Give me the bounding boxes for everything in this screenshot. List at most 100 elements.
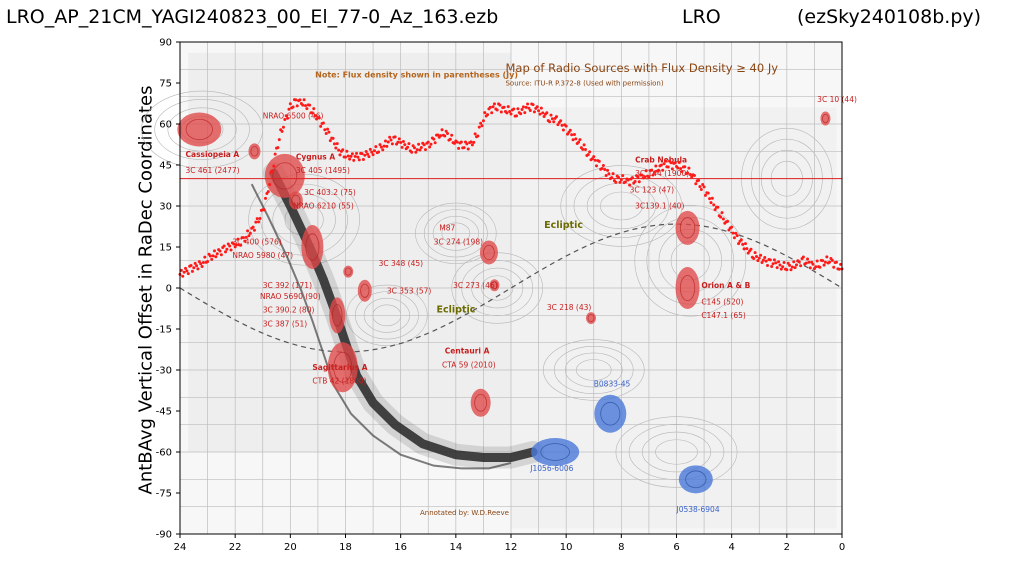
data-point [797, 260, 801, 264]
data-point [703, 193, 707, 197]
data-point [257, 220, 261, 224]
data-point [774, 261, 778, 265]
data-point [726, 219, 730, 223]
data-point [713, 208, 717, 212]
data-point [818, 265, 822, 269]
data-point [662, 162, 666, 166]
source-label: Centauri A [445, 347, 490, 356]
data-point [828, 260, 832, 264]
red-source-ring [822, 113, 829, 124]
data-point [400, 145, 404, 149]
red-source-marker [470, 388, 491, 417]
red-source-marker [479, 240, 498, 265]
data-point [350, 152, 354, 156]
data-point [521, 105, 525, 109]
source-label: 3C 348 (45) [379, 259, 424, 268]
blue-source-marker [594, 394, 627, 433]
y-tick-label: -75 [156, 489, 172, 500]
data-point [313, 114, 317, 118]
source-label: 3C 123 (47) [630, 185, 675, 194]
data-point [811, 262, 815, 266]
data-point [214, 255, 218, 259]
data-point [239, 243, 243, 247]
data-point [737, 242, 741, 246]
data-point [757, 256, 761, 260]
data-point [374, 145, 378, 149]
data-point [201, 260, 205, 264]
data-point [524, 105, 528, 109]
data-point [754, 255, 758, 259]
data-point [593, 158, 597, 162]
data-point [732, 236, 736, 240]
data-point [512, 107, 516, 111]
flux-note: Note: Flux density shown in parentheses … [315, 71, 518, 80]
data-point [673, 161, 677, 165]
data-point [636, 175, 640, 179]
map-title: Map of Radio Sources with Flux Density ≥… [505, 61, 778, 75]
data-point [356, 155, 360, 159]
source-label: 3C 403.2 (75) [304, 188, 356, 197]
data-point [560, 123, 564, 127]
data-point [597, 159, 601, 163]
data-point [697, 178, 701, 182]
data-point [830, 258, 834, 262]
data-point [709, 201, 713, 205]
map-annotations: Note: Flux density shown in parentheses … [186, 61, 857, 517]
blue-source-ring [685, 470, 707, 489]
data-point [619, 178, 623, 182]
y-tick-label: -60 [156, 448, 172, 459]
data-point [669, 161, 673, 165]
data-point [388, 135, 392, 139]
data-point [483, 111, 487, 115]
data-point [317, 116, 321, 120]
source-label: C145 (520) [701, 297, 743, 306]
data-point [215, 252, 219, 256]
data-point [382, 144, 386, 148]
data-point [185, 269, 189, 273]
data-point [262, 208, 266, 212]
data-point [428, 145, 432, 149]
data-point [414, 150, 418, 154]
data-point [473, 132, 477, 136]
data-point [179, 268, 183, 272]
data-point [379, 145, 383, 149]
data-point [248, 231, 252, 235]
title-right: (ezSky240108b.py) [797, 6, 982, 28]
data-point [610, 176, 614, 180]
red-source-fill [357, 279, 372, 302]
data-point [429, 142, 433, 146]
red-source-ring [587, 314, 595, 323]
data-point [377, 150, 381, 154]
data-point [792, 260, 796, 264]
data-point [305, 107, 309, 111]
data-point [749, 247, 753, 251]
data-point [211, 254, 215, 258]
data-point [426, 140, 430, 144]
x-tick-label: 18 [339, 542, 352, 553]
data-point [235, 243, 239, 247]
data-point [654, 164, 658, 168]
data-point [586, 153, 590, 157]
data-point [304, 104, 308, 108]
data-point [324, 132, 328, 136]
data-point [241, 236, 245, 240]
data-point [716, 205, 720, 209]
data-point [302, 98, 306, 102]
data-point [264, 196, 268, 200]
data-point [570, 133, 574, 137]
red-source-ring [344, 267, 352, 276]
red-source-ring [332, 304, 343, 327]
data-point [206, 259, 210, 263]
data-point [535, 105, 539, 109]
data-points [178, 98, 844, 278]
y-tick-label: 0 [166, 284, 172, 295]
data-point [385, 144, 389, 148]
data-point [481, 119, 485, 123]
data-point [443, 134, 447, 138]
data-point [181, 274, 185, 278]
data-point [739, 238, 743, 242]
data-point [701, 182, 705, 186]
data-point [804, 261, 808, 265]
contour-ring [154, 99, 250, 160]
data-point [766, 263, 770, 267]
